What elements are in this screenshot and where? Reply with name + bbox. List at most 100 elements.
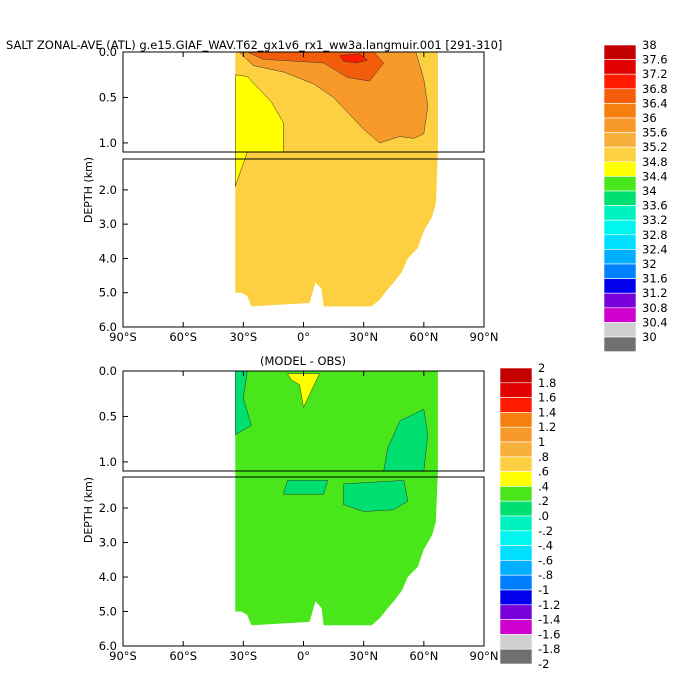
colorbar-label: 32.8 [642, 228, 668, 242]
colorbar-swatch [603, 59, 637, 75]
x-tick-label: 60°S [169, 330, 197, 344]
y-tick-label: 3.0 [99, 536, 117, 550]
x-tick-label: 0° [297, 649, 310, 663]
y-tick-label: 1.0 [99, 136, 117, 150]
colorbar-label: 35.2 [642, 140, 668, 154]
colorbar-label: 32.4 [642, 242, 668, 256]
x-tick-label: 90°N [470, 330, 499, 344]
x-tick-label: 90°S [109, 330, 137, 344]
y-tick-label: 6.0 [99, 639, 117, 653]
colorbar-label: 36.4 [642, 96, 668, 110]
colorbar-swatch [499, 634, 533, 650]
colorbar-label: .6 [538, 465, 549, 479]
colorbar-swatch [603, 103, 637, 119]
chart-title: SALT ZONAL-AVE (ATL) g.e15.GIAF_WAV.T62_… [6, 38, 502, 52]
colorbar-label: 1.4 [538, 405, 556, 419]
colorbar-swatch [603, 307, 637, 323]
x-tick-label: 30°S [229, 330, 257, 344]
colorbar-label: -.6 [538, 553, 553, 567]
colorbar-swatch [603, 176, 637, 192]
colorbar-swatch [499, 574, 533, 591]
y-tick-label: 5.0 [99, 286, 117, 300]
colorbar-label: -2 [538, 657, 549, 671]
colorbar-label: -.4 [538, 539, 553, 553]
colorbar-label: 36.8 [642, 82, 668, 96]
colorbar-swatch [603, 205, 637, 221]
colorbar-swatch [499, 619, 533, 635]
colorbar-label: 33.2 [642, 213, 668, 227]
colorbar-label: .0 [538, 509, 549, 523]
colorbar-label: 34 [642, 184, 657, 198]
colorbar-label: 37.6 [642, 53, 668, 67]
colorbar-label: -1.4 [538, 613, 560, 627]
colorbar-swatch [603, 234, 637, 250]
colorbar-label: .4 [538, 479, 549, 493]
x-tick-label: 30°N [349, 649, 378, 663]
colorbar-label: 34.8 [642, 155, 668, 169]
colorbar-label: 1.2 [538, 420, 556, 434]
colorbar-label: .2 [538, 494, 549, 508]
x-tick-label: 30°S [229, 649, 257, 663]
x-tick-label: 60°N [409, 330, 438, 344]
y-tick-label: 5.0 [99, 605, 117, 619]
field-region-deep-north [343, 480, 409, 512]
colorbar-swatch [499, 367, 533, 384]
salinity-plot: 90°S 60°S 30°S 0° 30°N 60°N 90°N 0.0 0.5 1.0 2.0 3.… [99, 45, 499, 344]
colorbar-label: 30.8 [642, 301, 668, 315]
colorbar-swatch [603, 219, 637, 236]
salinity-colorbar: 3837.637.236.836.43635.635.234.834.43433… [603, 38, 668, 352]
colorbar-label: -.8 [538, 568, 553, 582]
colorbar-label: -1.8 [538, 642, 560, 656]
x-tick-label: 60°N [409, 649, 438, 663]
colorbar-label: 30 [642, 330, 657, 344]
colorbar-label: .8 [538, 450, 549, 464]
colorbar-swatch [603, 44, 637, 60]
y-tick-label: 4.0 [99, 251, 117, 265]
colorbar-label: 32 [642, 257, 657, 271]
colorbar-swatch [603, 190, 637, 206]
y-tick-label: 2.0 [99, 501, 117, 515]
y-tick-label: 1.0 [99, 455, 117, 469]
colorbar-swatch [499, 515, 533, 532]
colorbar-swatch [499, 648, 533, 665]
field-region-subtropical-upper [238, 51, 429, 144]
colorbar-swatch [499, 471, 533, 487]
colorbar-swatch [603, 278, 637, 294]
colorbar-swatch [499, 589, 533, 606]
field-region-subtropical-max [339, 53, 369, 64]
y-tick-label: 2.0 [99, 183, 117, 197]
y-axis-label: DEPTH (km) [82, 157, 95, 223]
colorbar-swatch [499, 530, 533, 546]
x-tick-label: 90°S [109, 649, 137, 663]
x-tick-label: 30°N [349, 330, 378, 344]
colorbar-swatch [499, 441, 533, 458]
x-tick-label: 60°S [169, 649, 197, 663]
field-region-deep-south [283, 480, 328, 495]
colorbar-label: -.2 [538, 524, 553, 538]
colorbar-label: 33.6 [642, 199, 668, 213]
y-tick-label: 0.5 [99, 409, 117, 423]
field-full-lower [235, 152, 438, 307]
colorbar-swatch [603, 336, 637, 352]
colorbar-label: 1.8 [538, 376, 556, 390]
difference-colorbar: 21.81.61.41.21.8.6.4.2.0-.2-.4-.6-.8-1-1… [499, 361, 560, 671]
colorbar-label: -1.2 [538, 598, 560, 612]
colorbar-label: 1.6 [538, 391, 556, 405]
colorbar-swatch [603, 161, 637, 177]
y-tick-label: 6.0 [99, 320, 117, 334]
y-tick-label: 0.5 [99, 90, 117, 104]
colorbar-swatch [603, 132, 637, 148]
colorbar-label: 30.4 [642, 315, 668, 329]
y-axis-label: DEPTH (km) [82, 477, 95, 543]
colorbar-label: 34.4 [642, 169, 668, 183]
colorbar-label: -1 [538, 583, 549, 597]
colorbar-swatch [499, 382, 533, 398]
colorbar-label: 31.6 [642, 272, 668, 286]
y-tick-label: 0.0 [99, 45, 117, 59]
colorbar-swatch [499, 397, 533, 413]
colorbar-swatch [603, 88, 637, 104]
colorbar-swatch [603, 73, 637, 90]
colorbar-label: 1 [538, 435, 545, 449]
x-tick-label: 90°N [470, 649, 499, 663]
